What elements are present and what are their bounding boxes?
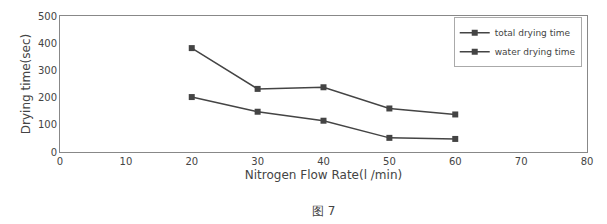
svg-text:200: 200 (38, 92, 57, 103)
svg-text:Drying time(sec): Drying time(sec) (19, 34, 33, 134)
svg-text:100: 100 (38, 119, 57, 130)
svg-text:400: 400 (38, 38, 57, 49)
svg-text:Nitrogen Flow Rate(l /min): Nitrogen Flow Rate(l /min) (245, 168, 402, 182)
svg-text:500: 500 (38, 11, 57, 22)
svg-text:30: 30 (251, 156, 264, 167)
svg-text:70: 70 (515, 156, 528, 167)
svg-text:40: 40 (317, 156, 330, 167)
svg-text:60: 60 (449, 156, 462, 167)
svg-text:80: 80 (581, 156, 594, 167)
svg-text:20: 20 (185, 156, 198, 167)
svg-text:图 7: 图 7 (312, 204, 335, 218)
svg-text:total drying time: total drying time (495, 28, 571, 38)
svg-text:50: 50 (383, 156, 396, 167)
svg-text:0: 0 (51, 147, 57, 158)
svg-text:water drying time: water drying time (495, 47, 576, 57)
svg-text:0: 0 (57, 156, 63, 167)
svg-text:300: 300 (38, 65, 57, 76)
svg-text:10: 10 (120, 156, 133, 167)
